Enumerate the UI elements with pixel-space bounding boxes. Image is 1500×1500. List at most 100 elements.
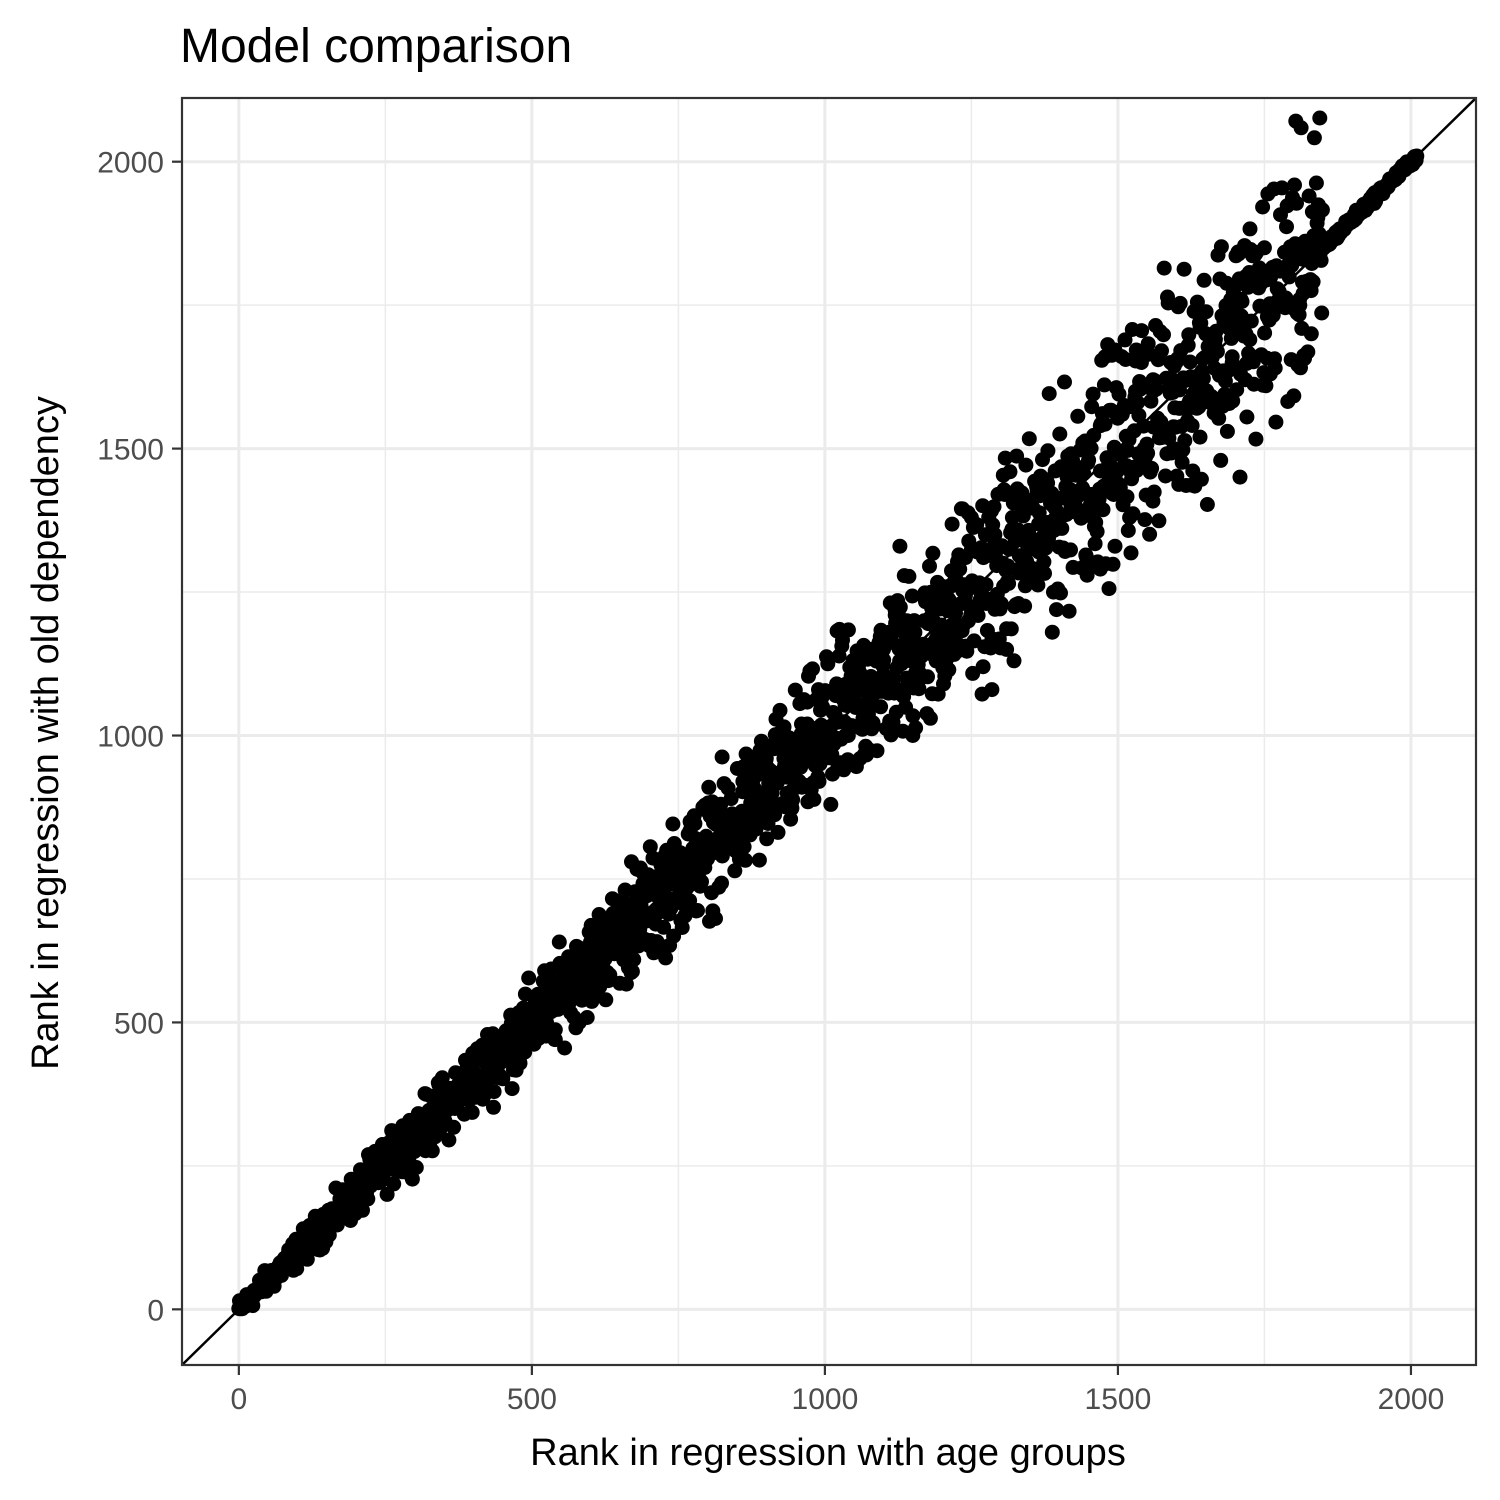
data-point (713, 796, 729, 812)
data-point (360, 1191, 376, 1207)
data-point (557, 1040, 573, 1056)
data-point (1193, 471, 1209, 487)
data-point (1040, 443, 1056, 459)
data-point (1063, 542, 1078, 558)
data-point (1239, 409, 1255, 425)
x-tick-label: 1000 (792, 1383, 859, 1416)
data-point (1085, 386, 1101, 402)
data-point (720, 780, 736, 796)
data-point (869, 743, 885, 759)
data-point (833, 731, 849, 747)
data-point (504, 1081, 520, 1097)
data-point (1003, 621, 1019, 637)
data-point (1143, 393, 1159, 409)
chart-title: Model comparison (180, 20, 572, 73)
data-point (985, 517, 1001, 533)
data-point (1164, 371, 1180, 387)
data-point (694, 874, 709, 890)
data-point (1213, 452, 1229, 468)
data-point (446, 1119, 462, 1135)
data-point (1306, 130, 1322, 146)
data-point (1199, 497, 1215, 512)
data-point (1176, 261, 1192, 277)
data-point (708, 911, 723, 926)
data-point (1086, 427, 1102, 443)
data-point (873, 622, 889, 638)
data-point (1044, 624, 1060, 640)
data-point (1301, 188, 1317, 204)
data-point (895, 723, 911, 739)
data-point (1146, 484, 1162, 500)
data-point (785, 792, 801, 808)
data-point (1018, 457, 1034, 473)
y-tick-label: 1000 (97, 721, 164, 754)
data-point (1164, 445, 1179, 461)
data-point (404, 1171, 420, 1187)
x-tick-label: 0 (231, 1383, 248, 1416)
data-point (658, 950, 674, 966)
data-point (1156, 327, 1171, 343)
data-point (901, 568, 917, 584)
data-point (783, 811, 799, 827)
data-point (997, 450, 1013, 466)
data-point (1313, 252, 1329, 268)
data-point (1294, 320, 1310, 336)
data-point (1052, 426, 1068, 442)
data-point (1234, 294, 1250, 309)
data-point (1255, 199, 1271, 215)
data-point (911, 681, 927, 697)
data-point (1096, 377, 1112, 393)
data-point (547, 1022, 563, 1038)
data-point (386, 1176, 402, 1192)
data-point (690, 903, 705, 918)
data-point (1158, 468, 1173, 484)
data-point (1134, 323, 1150, 339)
data-point (1213, 239, 1229, 255)
data-point (848, 759, 864, 775)
data-point (1123, 545, 1139, 561)
data-point (810, 769, 826, 785)
x-axis-title: Rank in regression with age groups (530, 1432, 1126, 1474)
data-point (1182, 354, 1198, 370)
data-point (970, 608, 986, 623)
data-point (1289, 195, 1304, 211)
data-point (1192, 429, 1208, 445)
data-point (1281, 269, 1297, 285)
data-point (1144, 460, 1160, 476)
data-point (1274, 180, 1290, 196)
data-point (793, 759, 809, 775)
data-point (1256, 365, 1272, 381)
grid-lines (182, 98, 1476, 1365)
data-point (1242, 221, 1258, 237)
data-point (1111, 386, 1127, 402)
data-point (1173, 343, 1189, 359)
data-point (1198, 304, 1214, 320)
data-point (1001, 576, 1017, 591)
data-point (618, 976, 634, 992)
data-point (1053, 585, 1068, 601)
data-point (978, 577, 994, 593)
data-point (1021, 431, 1037, 447)
data-point (1084, 399, 1100, 415)
data-point (1223, 330, 1239, 346)
data-point (969, 517, 985, 533)
data-point (1137, 512, 1153, 528)
data-point (1095, 502, 1111, 518)
data-point (1181, 327, 1197, 343)
data-point (1189, 294, 1205, 310)
data-point (908, 720, 924, 736)
data-point (1017, 598, 1033, 614)
data-point (1041, 386, 1057, 402)
data-point (737, 852, 753, 868)
data-point (1154, 343, 1169, 359)
data-point (424, 1143, 440, 1159)
data-point (942, 593, 957, 609)
data-point (856, 637, 872, 653)
data-point (1312, 110, 1328, 126)
data-point (1286, 388, 1302, 404)
data-point (883, 727, 899, 743)
data-point (1107, 538, 1123, 554)
data-point (1036, 554, 1052, 570)
data-point (1128, 342, 1144, 358)
